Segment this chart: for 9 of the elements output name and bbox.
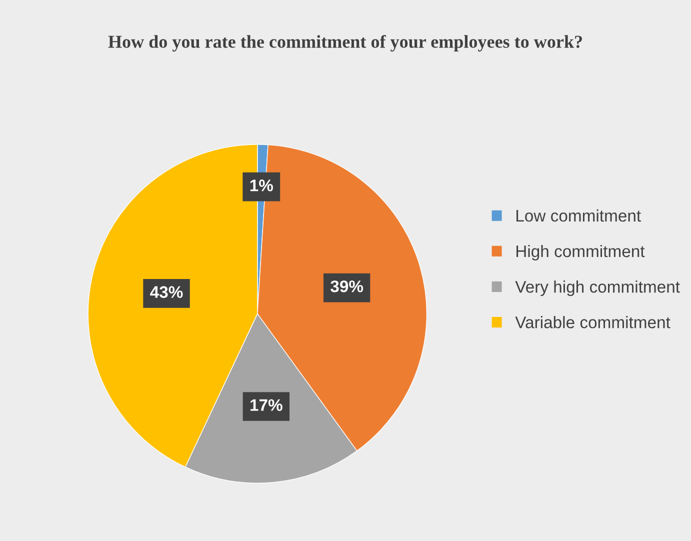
data-label: 43% [150, 286, 183, 298]
legend-label: Variable commitment [515, 316, 670, 328]
legend-label: Low commitment [516, 209, 641, 222]
chart-title: How do you rate the commitment of your employees to work? [108, 34, 582, 52]
data-label: 1% [250, 180, 273, 192]
legend-label: Very high commitment [515, 280, 680, 296]
legend-label: High commitment [516, 244, 645, 260]
data-label: 17% [250, 399, 282, 411]
data-label: 39% [330, 280, 364, 292]
